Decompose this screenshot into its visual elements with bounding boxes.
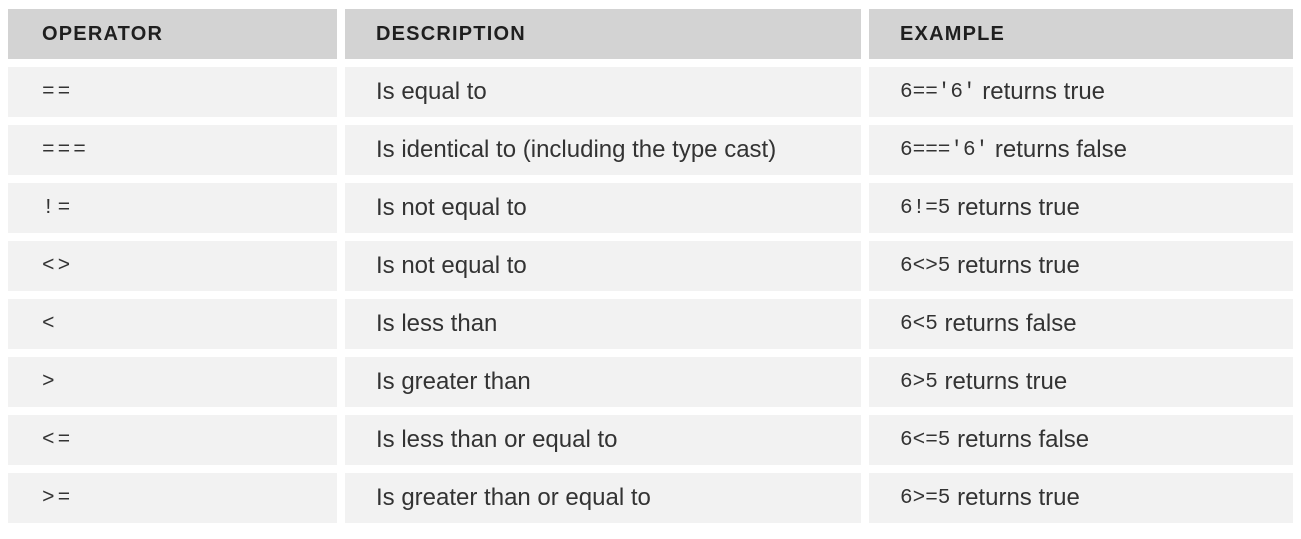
operator-symbol: ==	[42, 80, 74, 104]
operator-cell: ==	[8, 67, 337, 117]
description-cell: Is greater than or equal to	[345, 473, 861, 523]
description-text: Is equal to	[376, 78, 487, 105]
example-cell: 6>5 returns true	[869, 357, 1293, 407]
operator-cell: ===	[8, 125, 337, 175]
example-cell: 6>=5 returns true	[869, 473, 1293, 523]
example-cell: 6!=5 returns true	[869, 183, 1293, 233]
example-result: returns false	[988, 136, 1127, 163]
description-cell: Is identical to (including the type cast…	[345, 125, 861, 175]
operator-cell: <=	[8, 415, 337, 465]
example-code: 6<5	[900, 312, 938, 336]
operator-symbol: >	[42, 370, 58, 394]
description-text: Is not equal to	[376, 252, 527, 279]
description-cell: Is less than or equal to	[345, 415, 861, 465]
operator-cell: >	[8, 357, 337, 407]
header-operator: OPERATOR	[8, 9, 337, 59]
example-result: returns true	[950, 484, 1080, 511]
header-description: DESCRIPTION	[345, 9, 861, 59]
example-code: 6<>5	[900, 254, 951, 278]
example-cell: 6=='6' returns true	[869, 67, 1293, 117]
example-cell: 6<>5 returns true	[869, 241, 1293, 291]
operator-symbol: <	[42, 312, 58, 336]
description-cell: Is not equal to	[345, 183, 861, 233]
description-text: Is identical to (including the type cast…	[376, 136, 777, 163]
description-text: Is not equal to	[376, 194, 527, 221]
description-cell: Is greater than	[345, 357, 861, 407]
example-cell: 6<5 returns false	[869, 299, 1293, 349]
example-code: 6!=5	[900, 196, 951, 220]
example-result: returns true	[975, 78, 1106, 105]
operator-cell: <>	[8, 241, 337, 291]
example-cell: 6==='6' returns false	[869, 125, 1293, 175]
description-cell: Is equal to	[345, 67, 861, 117]
example-code: 6>=5	[900, 486, 951, 510]
operator-symbol: <>	[42, 254, 74, 278]
example-result: returns true	[937, 368, 1068, 395]
example-code: 6=='6'	[900, 80, 976, 104]
operator-symbol: ===	[42, 138, 89, 162]
example-code: 6==='6'	[900, 138, 989, 162]
description-cell: Is less than	[345, 299, 861, 349]
description-text: Is less than or equal to	[376, 426, 618, 453]
description-text: Is greater than or equal to	[376, 484, 651, 511]
operator-cell: >=	[8, 473, 337, 523]
example-result: returns false	[937, 310, 1077, 337]
operator-cell: !=	[8, 183, 337, 233]
comparison-operators-table: OPERATOR DESCRIPTION EXAMPLE == Is equal …	[8, 9, 1293, 523]
header-example: EXAMPLE	[869, 9, 1293, 59]
example-cell: 6<=5 returns false	[869, 415, 1293, 465]
example-result: returns false	[950, 426, 1090, 453]
example-result: returns true	[950, 252, 1080, 279]
example-code: 6<=5	[900, 428, 951, 452]
operator-symbol: !=	[42, 196, 74, 220]
operator-cell: <	[8, 299, 337, 349]
operator-symbol: <=	[42, 428, 74, 452]
description-text: Is less than	[376, 310, 498, 337]
example-code: 6>5	[900, 370, 938, 394]
operator-symbol: >=	[42, 486, 74, 510]
description-text: Is greater than	[376, 368, 531, 395]
description-cell: Is not equal to	[345, 241, 861, 291]
example-result: returns true	[950, 194, 1080, 221]
